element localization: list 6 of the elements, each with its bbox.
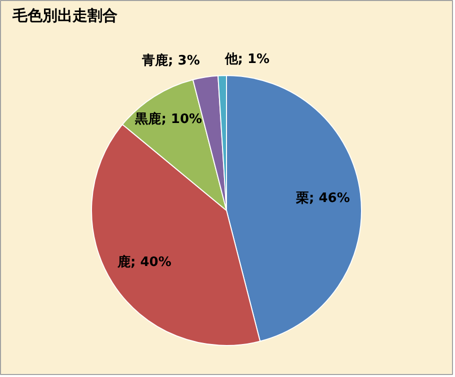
chart-title: 毛色別出走割合 — [12, 6, 118, 24]
slice-label: 青鹿; 3% — [141, 52, 200, 69]
slice-label: 他; 1% — [224, 52, 270, 67]
slice-label: 黒鹿; 10% — [134, 110, 202, 127]
slice-label: 栗; 46% — [295, 190, 350, 206]
slice-label: 鹿; 40% — [116, 254, 172, 270]
